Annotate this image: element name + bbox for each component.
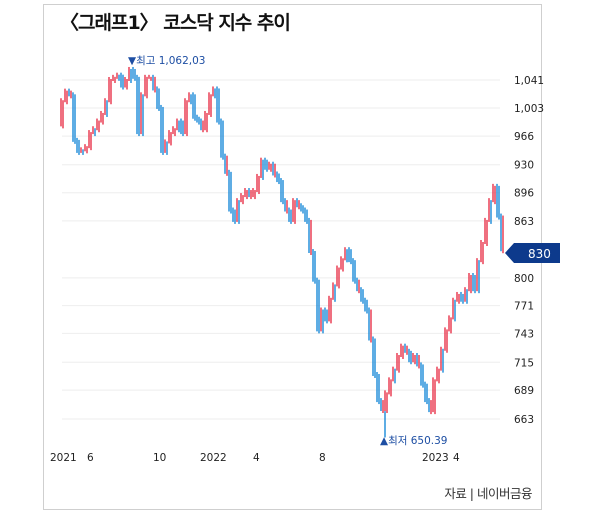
high-annotation: ▼최고 1,062,03 <box>128 55 206 67</box>
x-tick-label: 4 <box>253 452 260 464</box>
y-tick-label: 663 <box>514 414 534 426</box>
y-tick-label: 1,003 <box>514 103 544 115</box>
x-tick-label: 10 <box>153 452 166 464</box>
chart-title: 〈그래프1〉 코스닥 지수 추이 <box>60 12 291 34</box>
y-tick-label: 743 <box>514 328 534 340</box>
y-tick-label: 800 <box>514 273 534 285</box>
y-tick-label: 896 <box>514 188 534 200</box>
x-tick-label: 6 <box>87 452 94 464</box>
x-tick-label: 2021 <box>50 452 77 464</box>
y-tick-label: 771 <box>514 301 534 313</box>
x-tick-label: 2022 <box>200 452 227 464</box>
y-tick-label: 689 <box>514 385 534 397</box>
y-tick-label: 930 <box>514 160 534 172</box>
x-tick-label: 2023 <box>422 452 449 464</box>
current-value-marker <box>505 243 560 263</box>
y-tick-label: 863 <box>514 216 534 228</box>
y-tick-label: 1,041 <box>514 75 544 87</box>
x-tick-label: 4 <box>453 452 460 464</box>
current-value-label: 830 <box>528 247 551 261</box>
y-tick-label: 966 <box>514 131 534 143</box>
y-tick-label: 715 <box>514 357 534 369</box>
x-tick-label: 8 <box>319 452 326 464</box>
low-annotation: ▲최저 650.39 <box>380 435 447 447</box>
source-note: 자료 | 네이버금융 <box>444 486 532 501</box>
